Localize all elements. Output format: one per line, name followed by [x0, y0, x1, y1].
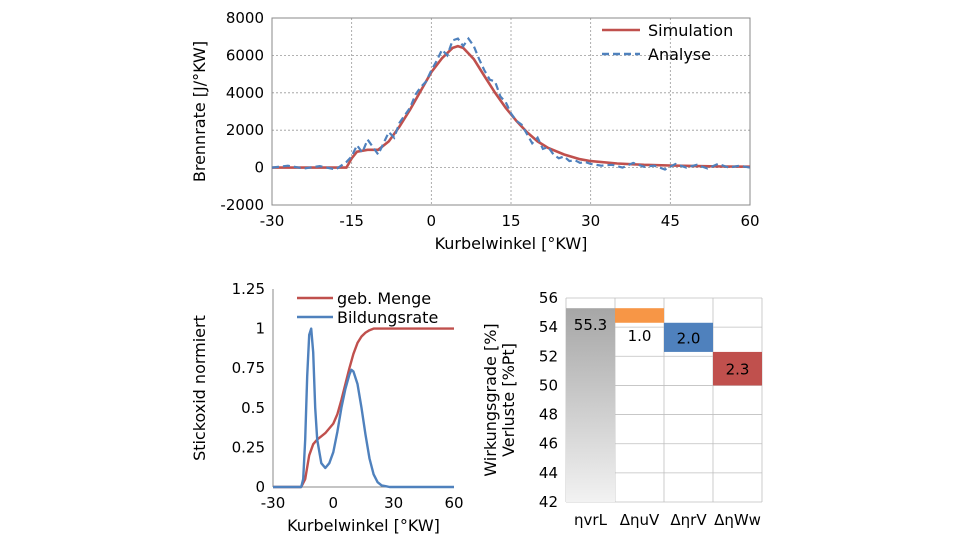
- y-tick-label: 6000: [226, 46, 264, 64]
- waterfall-bar: [615, 308, 664, 323]
- y-tick-label: 54: [539, 318, 558, 336]
- y-tick-label: 44: [539, 464, 558, 482]
- category-label: ΔηWw: [714, 511, 761, 529]
- legend-entry: Bildungsrate: [337, 308, 438, 327]
- bar-value-label: 1.0: [628, 327, 652, 345]
- y-tick-label: 0: [255, 478, 265, 496]
- y-tick-label: -2000: [220, 196, 264, 214]
- x-tick-label: 15: [501, 212, 520, 230]
- x-tick-label: -30: [261, 494, 286, 512]
- plot-frame: [271, 17, 751, 206]
- series-line-bildungsrate: [273, 327, 454, 489]
- y-tick-label: 4000: [226, 84, 264, 102]
- bar-value-label: 55.3: [574, 316, 607, 334]
- legend-entry: Analyse: [648, 45, 711, 64]
- y-tick-label: 0.25: [232, 438, 265, 456]
- x-tick-label: 30: [581, 212, 600, 230]
- x-tick-label: 0: [329, 494, 339, 512]
- y-axis-label-line2: Verluste [%Pt]: [499, 343, 518, 457]
- y-tick-label: 0.5: [241, 399, 265, 417]
- series-line-analyse: [271, 36, 751, 171]
- waterfall-bar: [566, 308, 615, 502]
- y-tick-label: 1.25: [232, 280, 265, 298]
- y-tick-label: 56: [539, 289, 558, 307]
- x-tick-label: -30: [260, 212, 285, 230]
- bar-value-label: 2.3: [726, 361, 750, 379]
- legend-entry: geb. Menge: [337, 289, 431, 308]
- waterfall-bar: [664, 322, 713, 352]
- x-tick-label: 0: [427, 212, 437, 230]
- waterfall-bar: [713, 351, 762, 386]
- y-tick-label: 46: [539, 435, 558, 453]
- x-tick-label: 60: [444, 494, 463, 512]
- category-label: ΔηuV: [620, 511, 660, 529]
- y-axis-label-line1: Wirkungsgrade [%]: [481, 323, 500, 476]
- x-tick-label: -15: [339, 212, 364, 230]
- x-tick-label: 30: [384, 494, 403, 512]
- series-line-geb-menge: [273, 327, 454, 489]
- bar-value-label: 2.0: [677, 329, 701, 347]
- y-tick-label: 8000: [226, 9, 264, 27]
- y-tick-label: 0.75: [232, 359, 265, 377]
- x-tick-label: 45: [661, 212, 680, 230]
- legend-entry: Simulation: [648, 21, 733, 40]
- x-axis-label: Kurbelwinkel [°KW]: [435, 234, 588, 253]
- y-tick-label: 2000: [226, 121, 264, 139]
- x-axis-label: Kurbelwinkel [°KW]: [287, 516, 440, 535]
- y-tick-label: 52: [539, 347, 558, 365]
- category-label: ΔηrV: [670, 511, 707, 529]
- category-label: ηvrL: [574, 511, 608, 529]
- y-tick-label: 1: [255, 320, 265, 338]
- y-tick-label: 48: [539, 406, 558, 424]
- y-tick-label: 50: [539, 376, 558, 394]
- y-tick-label: 42: [539, 493, 558, 511]
- y-axis-label: Brennrate [J/°KW]: [190, 41, 209, 182]
- x-tick-label: 60: [740, 212, 759, 230]
- y-axis-label: Stickoxid normiert: [190, 315, 209, 461]
- y-tick-label: 0: [254, 159, 264, 177]
